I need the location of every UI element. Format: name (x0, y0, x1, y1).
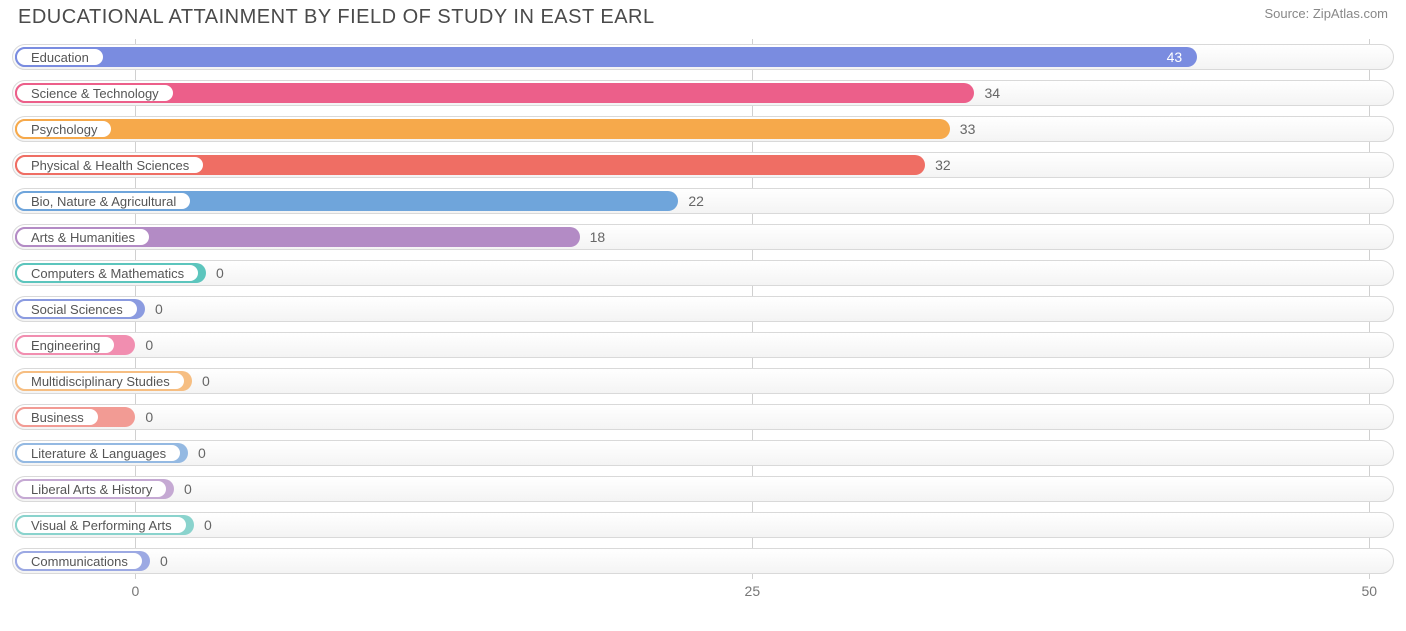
bar-value: 22 (688, 193, 704, 209)
category-pill: Psychology (15, 119, 113, 139)
bar-row: 0 Liberal Arts & History (12, 471, 1394, 507)
bar-row: 18 Arts & Humanities (12, 219, 1394, 255)
bar-value: 43 (1167, 49, 1183, 65)
bar-track (12, 404, 1394, 430)
bar-value: 0 (145, 337, 153, 353)
bar-value: 0 (160, 553, 168, 569)
bar-value: 0 (155, 301, 163, 317)
bar-row: 0 Social Sciences (12, 291, 1394, 327)
category-pill: Education (15, 47, 105, 67)
bar-row: 0 Computers & Mathematics (12, 255, 1394, 291)
bar-row: 22 Bio, Nature & Agricultural (12, 183, 1394, 219)
bar-track (12, 332, 1394, 358)
bar-track (12, 296, 1394, 322)
bar-chart: 43 Education 34 Science & Technology 33 Psych… (12, 39, 1394, 579)
bar-value: 0 (198, 445, 206, 461)
category-pill: Communications (15, 551, 144, 571)
bar-row: 34 Science & Technology (12, 75, 1394, 111)
category-pill: Visual & Performing Arts (15, 515, 188, 535)
bar-fill (15, 119, 950, 139)
bar-value: 0 (216, 265, 224, 281)
category-pill: Arts & Humanities (15, 227, 151, 247)
bar-fill (15, 47, 1197, 67)
bar-row: 0 Business (12, 399, 1394, 435)
bar-row: 0 Engineering (12, 327, 1394, 363)
bar-track (12, 512, 1394, 538)
bar-row: 33 Psychology (12, 111, 1394, 147)
bar-row: 0 Communications (12, 543, 1394, 579)
bar-value: 0 (145, 409, 153, 425)
x-tick: 50 (1362, 583, 1378, 599)
bar-row: 0 Visual & Performing Arts (12, 507, 1394, 543)
bar-value: 33 (960, 121, 976, 137)
bar-value: 0 (184, 481, 192, 497)
category-pill: Social Sciences (15, 299, 139, 319)
category-pill: Multidisciplinary Studies (15, 371, 186, 391)
bar-row: 0 Literature & Languages (12, 435, 1394, 471)
bar-value: 32 (935, 157, 951, 173)
bar-track (12, 440, 1394, 466)
category-pill: Computers & Mathematics (15, 263, 200, 283)
category-pill: Business (15, 407, 100, 427)
x-tick: 25 (745, 583, 761, 599)
bar-track (12, 476, 1394, 502)
bar-track (12, 368, 1394, 394)
bar-row: 0 Multidisciplinary Studies (12, 363, 1394, 399)
bar-value: 0 (204, 517, 212, 533)
chart-source: Source: ZipAtlas.com (1264, 6, 1388, 21)
bar-row: 43 Education (12, 39, 1394, 75)
category-pill: Literature & Languages (15, 443, 182, 463)
category-pill: Physical & Health Sciences (15, 155, 205, 175)
bar-track (12, 548, 1394, 574)
bar-row: 32 Physical & Health Sciences (12, 147, 1394, 183)
bar-value: 34 (984, 85, 1000, 101)
chart-title: EDUCATIONAL ATTAINMENT BY FIELD OF STUDY… (18, 6, 655, 29)
category-pill: Engineering (15, 335, 116, 355)
category-pill: Liberal Arts & History (15, 479, 168, 499)
x-tick: 0 (131, 583, 139, 599)
bar-value: 18 (590, 229, 606, 245)
bar-value: 0 (202, 373, 210, 389)
x-axis: 0 25 50 (12, 579, 1394, 607)
category-pill: Bio, Nature & Agricultural (15, 191, 192, 211)
category-pill: Science & Technology (15, 83, 175, 103)
